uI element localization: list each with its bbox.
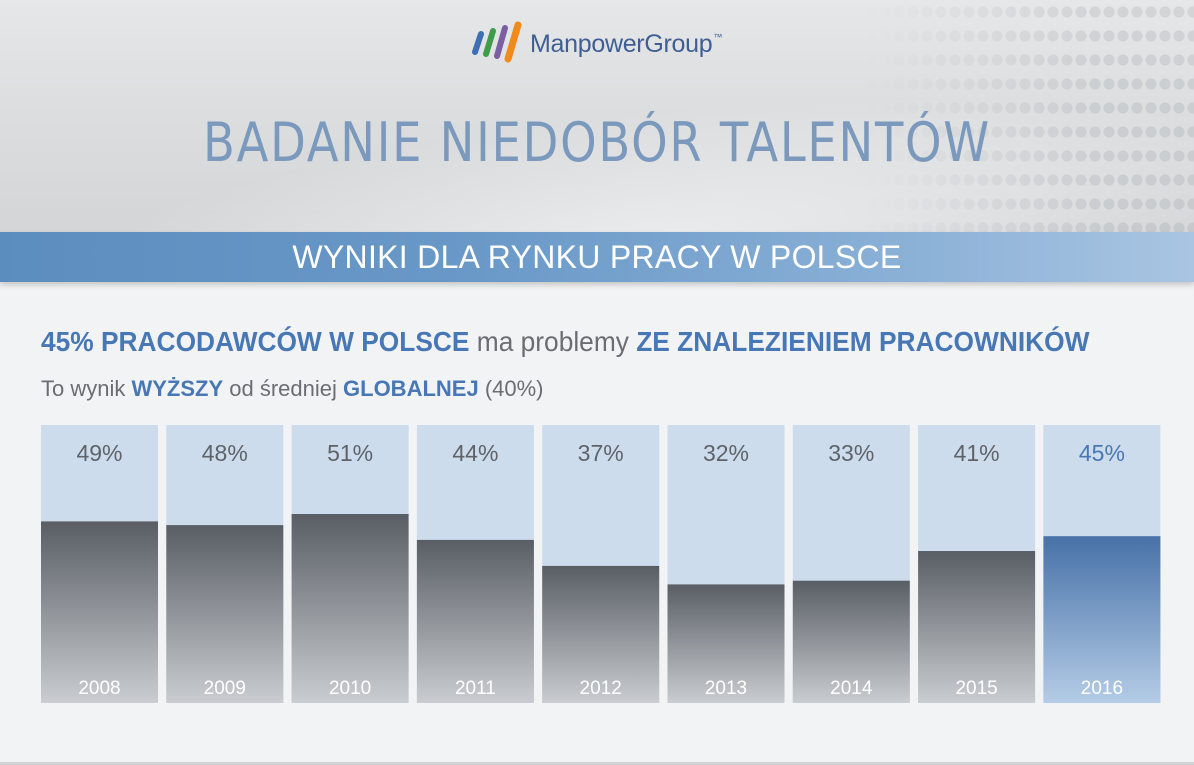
bar-2011[interactable] bbox=[416, 539, 534, 703]
bar-track-2016 bbox=[1043, 425, 1161, 703]
value-label-2016: 45% bbox=[1079, 440, 1125, 466]
subline-part1: To wynik bbox=[41, 376, 132, 401]
logo-stroke-blue bbox=[472, 31, 484, 55]
bar-group-2009: 48% 2009 bbox=[166, 425, 284, 703]
value-label-2015: 41% bbox=[954, 440, 1000, 466]
headline: 45% PRACODAWCÓW W POLSCE ma problemy ZE … bbox=[41, 322, 1089, 362]
section-banner: WYNIKI DLA RYNKU PRACY W POLSCE bbox=[0, 232, 1194, 282]
bar-track-2010 bbox=[291, 425, 409, 703]
subline-higher: WYŻSZY bbox=[131, 376, 224, 401]
bottom-divider bbox=[0, 762, 1194, 765]
bar-group-2015: 41% 2015 bbox=[918, 425, 1036, 703]
headline-stat: 45% PRACODAWCÓW W POLSCE bbox=[41, 326, 470, 357]
subheadline: To wynik WYŻSZY od średniej GLOBALNEJ (4… bbox=[41, 372, 544, 406]
year-label-2011: 2011 bbox=[455, 678, 496, 699]
logo-stroke-orange bbox=[504, 21, 522, 63]
year-label-2016: 2016 bbox=[1081, 678, 1123, 699]
bar-group-2016: 45% 2016 bbox=[1043, 425, 1161, 703]
year-label-2009: 2009 bbox=[204, 678, 246, 699]
bar-group-2013: 32% 2013 bbox=[667, 425, 785, 703]
bar-2008[interactable] bbox=[41, 521, 158, 703]
year-label-2015: 2015 bbox=[955, 678, 997, 699]
headline-connector: ma problemy bbox=[469, 326, 637, 357]
bar-track-2011 bbox=[416, 425, 534, 703]
bar-group-2011: 44% 2011 bbox=[416, 425, 534, 703]
logo-mark-icon bbox=[472, 21, 522, 63]
subline-global-value: (40%) bbox=[478, 376, 544, 401]
bar-track-2014 bbox=[792, 425, 910, 703]
subline-part3: od średniej bbox=[223, 376, 344, 401]
year-label-2013: 2013 bbox=[705, 678, 747, 699]
bar-2009[interactable] bbox=[166, 525, 284, 703]
year-label-2008: 2008 bbox=[78, 678, 120, 699]
logo-stroke-purple bbox=[494, 25, 508, 59]
year-label-2010: 2010 bbox=[329, 678, 371, 699]
logo-stroke-green bbox=[483, 28, 496, 57]
bar-track-2012 bbox=[542, 425, 660, 703]
value-label-2011: 44% bbox=[452, 440, 498, 466]
logo-text: ManpowerGroup bbox=[530, 29, 713, 58]
manpowergroup-logo[interactable]: ManpowerGroup ™ bbox=[466, 18, 722, 66]
value-label-2013: 32% bbox=[703, 440, 749, 466]
bar-2012[interactable] bbox=[542, 565, 660, 703]
bar-track-2008 bbox=[41, 425, 158, 703]
header: ManpowerGroup ™ BADANIE NIEDOBÓR TALENTÓ… bbox=[0, 0, 1194, 232]
bar-track-2015 bbox=[918, 425, 1036, 703]
value-label-2008: 49% bbox=[76, 440, 122, 466]
bar-group-2008: 49% 2008 bbox=[41, 425, 158, 703]
bar-2010[interactable] bbox=[291, 514, 409, 703]
value-label-2009: 48% bbox=[202, 440, 248, 466]
value-label-2014: 33% bbox=[828, 440, 874, 466]
subline-global: GLOBALNEJ bbox=[343, 376, 479, 401]
year-label-2014: 2014 bbox=[830, 678, 873, 699]
year-label-2012: 2012 bbox=[580, 678, 622, 699]
bar-2013[interactable] bbox=[667, 584, 785, 703]
page-title: BADANIE NIEDOBÓR TALENTÓW bbox=[203, 111, 991, 174]
bar-group-2012: 37% 2012 bbox=[542, 425, 660, 703]
bar-track-2009 bbox=[166, 425, 284, 703]
banner-text: WYNIKI DLA RYNKU PRACY W POLSCE bbox=[292, 239, 902, 275]
headline-topic: ZE ZNALEZIENIEM PRACOWNIKÓW bbox=[636, 326, 1090, 357]
value-label-2010: 51% bbox=[327, 440, 373, 466]
bar-group-2014: 33% 2014 bbox=[792, 425, 910, 703]
bar-2014[interactable] bbox=[792, 580, 910, 703]
bar-group-2010: 51% 2010 bbox=[291, 425, 409, 703]
value-label-2012: 37% bbox=[578, 440, 624, 466]
bar-2016[interactable] bbox=[1043, 536, 1161, 703]
bar-track-2013 bbox=[667, 425, 785, 703]
bar-2015[interactable] bbox=[918, 551, 1036, 703]
logo-trademark: ™ bbox=[713, 32, 723, 42]
